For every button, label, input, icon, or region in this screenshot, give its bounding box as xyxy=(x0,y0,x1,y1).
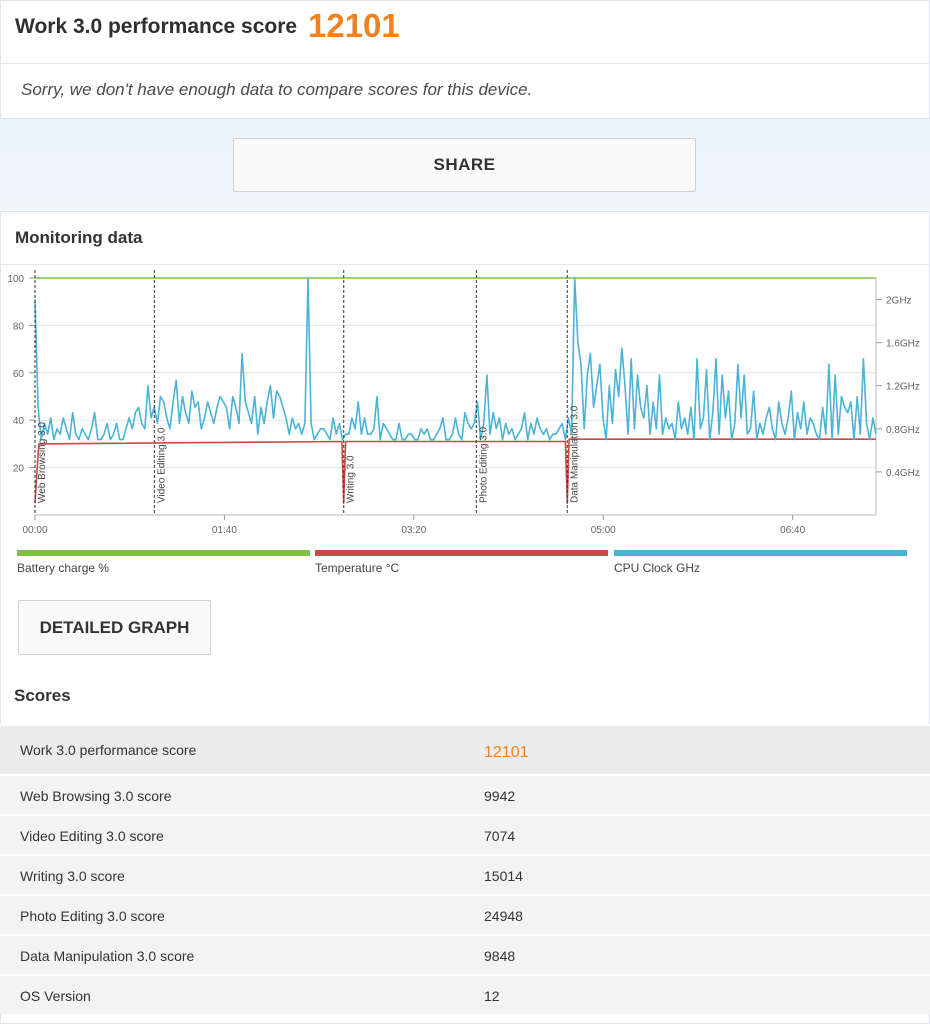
score-row-name: Work 3.0 performance score xyxy=(20,742,197,758)
legend-battery: Battery charge % xyxy=(17,550,310,575)
legend-temperature-swatch xyxy=(315,550,608,556)
y-right-tick-label: 1.2GHz xyxy=(886,382,920,393)
monitoring-header: Monitoring data xyxy=(1,212,929,265)
scores-table: Work 3.0 performance score 12101 Web Bro… xyxy=(0,724,930,1014)
score-row-name: Photo Editing 3.0 score xyxy=(20,908,165,924)
workload-marker-label: Writing 3.0 xyxy=(346,455,357,503)
workload-marker-label: Web Browsing 3.0 xyxy=(37,422,48,503)
legend-cpu-clock-label: CPU Clock GHz xyxy=(614,561,701,575)
legend-temperature-label: Temperature °C xyxy=(315,561,400,575)
scores-heading: Scores xyxy=(14,686,71,705)
compare-note: Sorry, we don't have enough data to comp… xyxy=(21,80,533,99)
score-row-name: Web Browsing 3.0 score xyxy=(20,788,172,804)
score-row: Video Editing 3.0 score 7074 xyxy=(0,814,930,854)
y-left-tick-label: 60 xyxy=(13,369,25,380)
score-row-name: Writing 3.0 score xyxy=(20,868,125,884)
workload-marker-label: Video Editing 3.0 xyxy=(156,427,167,503)
score-row: Data Manipulation 3.0 score 9848 xyxy=(0,934,930,974)
score-row-value: 7074 xyxy=(484,828,516,844)
score-row: Work 3.0 performance score 12101 xyxy=(0,724,930,774)
score-row-value: 24948 xyxy=(484,908,523,924)
detailed-graph-button[interactable]: DETAILED GRAPH xyxy=(18,600,211,655)
score-value: 12101 xyxy=(308,7,400,44)
y-left-tick-label: 80 xyxy=(13,321,25,332)
score-row-value: 12 xyxy=(484,988,500,1004)
score-row: Photo Editing 3.0 score 24948 xyxy=(0,894,930,934)
y-right-tick-label: 0.4GHz xyxy=(886,468,920,479)
share-button[interactable]: SHARE xyxy=(233,138,696,192)
score-header-card: Work 3.0 performance score 12101 Sorry, … xyxy=(0,0,930,119)
legend-cpu-clock-swatch xyxy=(614,550,907,556)
x-tick-label: 00:00 xyxy=(22,525,47,536)
monitoring-title: Monitoring data xyxy=(15,228,143,247)
score-header: Work 3.0 performance score 12101 xyxy=(1,1,929,64)
legend-battery-label: Battery charge % xyxy=(17,561,110,575)
score-row-value: 15014 xyxy=(484,868,523,884)
legend-battery-swatch xyxy=(17,550,310,556)
score-row: OS Version 12 xyxy=(0,974,930,1014)
x-tick-label: 01:40 xyxy=(212,525,237,536)
score-row-value: 9848 xyxy=(484,948,516,964)
score-row-value: 9942 xyxy=(484,788,516,804)
y-left-tick-label: 40 xyxy=(13,416,25,427)
legend-temperature: Temperature °C xyxy=(315,550,608,575)
cpu-clock-ghz-line xyxy=(34,277,877,441)
score-row: Web Browsing 3.0 score 9942 xyxy=(0,774,930,814)
y-right-tick-label: 1.6GHz xyxy=(886,339,920,350)
score-title: Work 3.0 performance score xyxy=(15,15,298,38)
x-tick-label: 05:00 xyxy=(591,525,616,536)
score-row-name: OS Version xyxy=(20,988,91,1004)
temperature-c-line xyxy=(34,438,876,504)
monitoring-chart: 20 40 60 80 100 0.4GHz 0.8GHz 1.2GHz 1.6GHz 2GHz 0… xyxy=(7,270,920,536)
x-tick-label: 06:40 xyxy=(780,525,805,536)
y-right-tick-label: 2GHz xyxy=(886,296,912,307)
score-row-value: 12101 xyxy=(484,744,529,761)
score-row-name: Video Editing 3.0 score xyxy=(20,828,164,844)
y-left-tick-label: 100 xyxy=(7,274,24,285)
score-row-name: Data Manipulation 3.0 score xyxy=(20,948,195,964)
workload-marker-label: Photo Editing 3.0 xyxy=(478,426,489,503)
y-right-tick-label: 0.8GHz xyxy=(886,425,920,436)
score-row: Writing 3.0 score 15014 xyxy=(0,854,930,894)
y-left-tick-label: 20 xyxy=(13,464,25,475)
legend-cpu-clock: CPU Clock GHz xyxy=(614,550,907,575)
workload-marker-label: Data Manipulation 3.0 xyxy=(569,405,580,503)
x-tick-label: 03:20 xyxy=(401,525,426,536)
